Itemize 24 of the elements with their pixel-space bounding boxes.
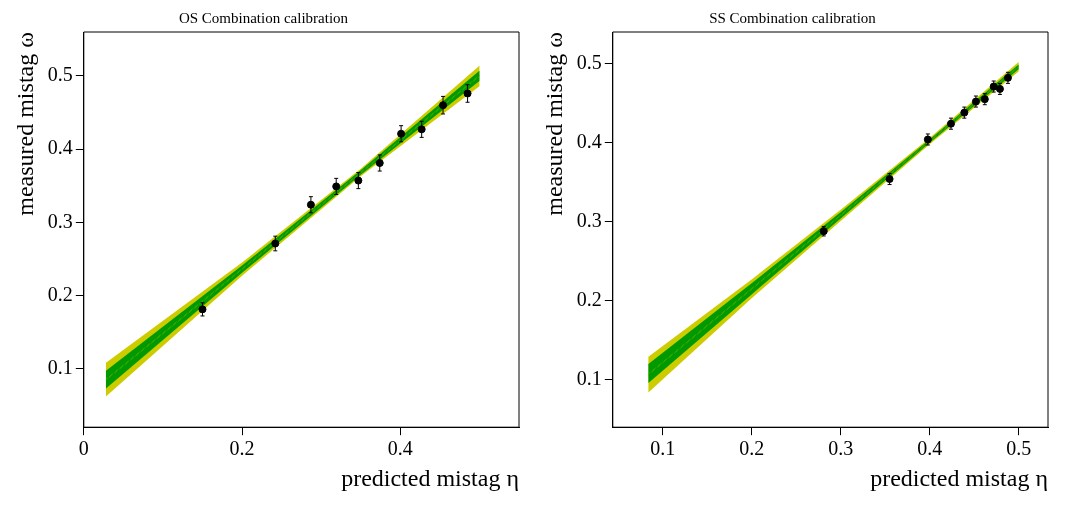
y-tick-label: 0.2 — [47, 282, 73, 305]
x-tick-label: 0.5 — [1006, 437, 1032, 460]
x-tick-label: 0 — [78, 437, 89, 460]
x-tick-label: 0.3 — [828, 437, 854, 460]
x-axis-title: predicted mistag η — [870, 464, 1048, 491]
y-tick-label: 0.4 — [47, 136, 73, 159]
x-axis-title: predicted mistag η — [341, 464, 519, 491]
y-tick-label: 0.1 — [576, 367, 602, 390]
x-tick-label: 0.4 — [387, 437, 413, 460]
x-tick-label: 0.2 — [229, 437, 255, 460]
chart-title: OS Combination calibration — [178, 9, 349, 26]
y-tick-label: 0.5 — [576, 50, 602, 73]
y-tick-label: 0.3 — [576, 208, 602, 231]
chart-title: SS Combination calibration — [709, 9, 877, 26]
y-tick-label: 0.3 — [47, 209, 73, 232]
x-tick-label: 0.2 — [739, 437, 765, 460]
x-tick-label: 0.1 — [650, 437, 676, 460]
y-axis-title: measured mistag ω — [11, 32, 38, 216]
y-tick-label: 0.4 — [576, 129, 602, 152]
x-tick-label: 0.4 — [917, 437, 943, 460]
y-tick-label: 0.1 — [47, 355, 73, 378]
y-tick-label: 0.5 — [47, 63, 73, 86]
y-tick-label: 0.2 — [576, 287, 602, 310]
y-axis-title: measured mistag ω — [540, 32, 567, 216]
